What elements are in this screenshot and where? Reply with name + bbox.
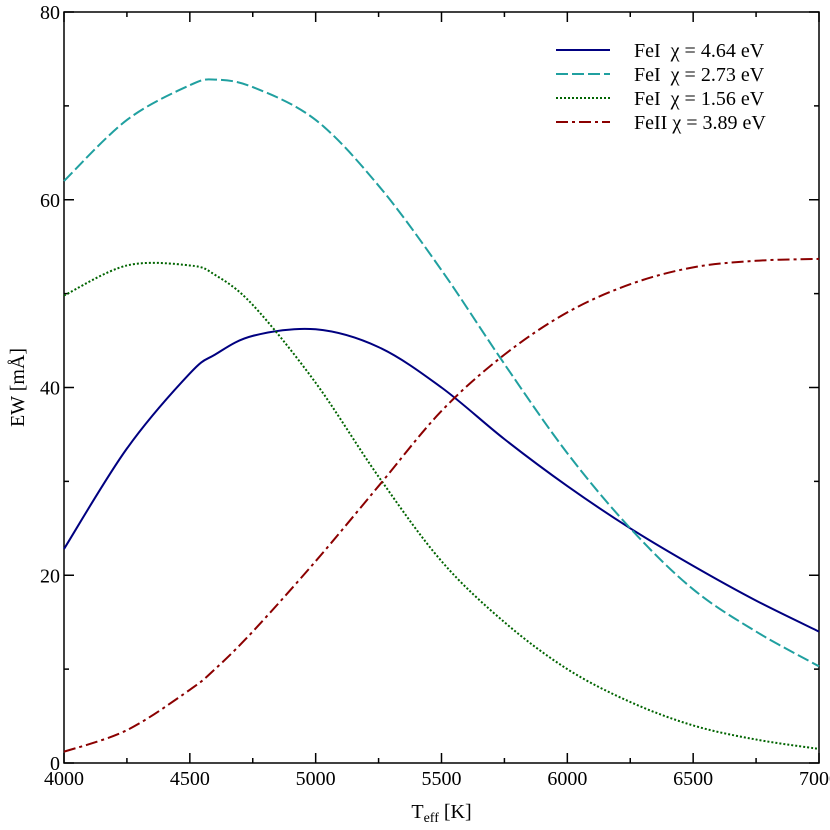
y-tick-label: 40 [40, 378, 60, 400]
y-tick-label: 0 [50, 753, 60, 775]
x-tick-label: 6000 [547, 768, 587, 790]
x-axis-label-main: T [411, 801, 423, 823]
series-line-2 [63, 78, 820, 668]
series-lines [63, 78, 820, 753]
series-line-1 [63, 327, 820, 633]
x-axis-label-unit: [K] [439, 801, 472, 823]
y-tick-label: 80 [40, 2, 60, 24]
x-tick-label: 4500 [170, 768, 210, 790]
series-line-3 [63, 261, 820, 750]
x-tick-label: 6500 [673, 768, 713, 790]
x-tick-label: 4000 [44, 768, 84, 790]
series-line-4 [63, 257, 820, 753]
legend-label-4: FeII χ = 3.89 eV [634, 112, 766, 134]
legend-label-1: FeI χ = 4.64 eV [634, 40, 765, 62]
x-tick-label: 5500 [422, 768, 462, 790]
y-axis-label: EW [mÅ] [7, 348, 29, 427]
x-axis-label: Teff [K] [411, 801, 471, 826]
legend-label-2: FeI χ = 2.73 eV [634, 64, 765, 86]
x-tick-label: 5000 [296, 768, 336, 790]
legend-label-3: FeI χ = 1.56 eV [634, 88, 765, 110]
x-axis-label-subscript: eff [424, 811, 440, 826]
y-tick-label: 60 [40, 190, 60, 212]
y-tick-label: 20 [40, 565, 60, 587]
